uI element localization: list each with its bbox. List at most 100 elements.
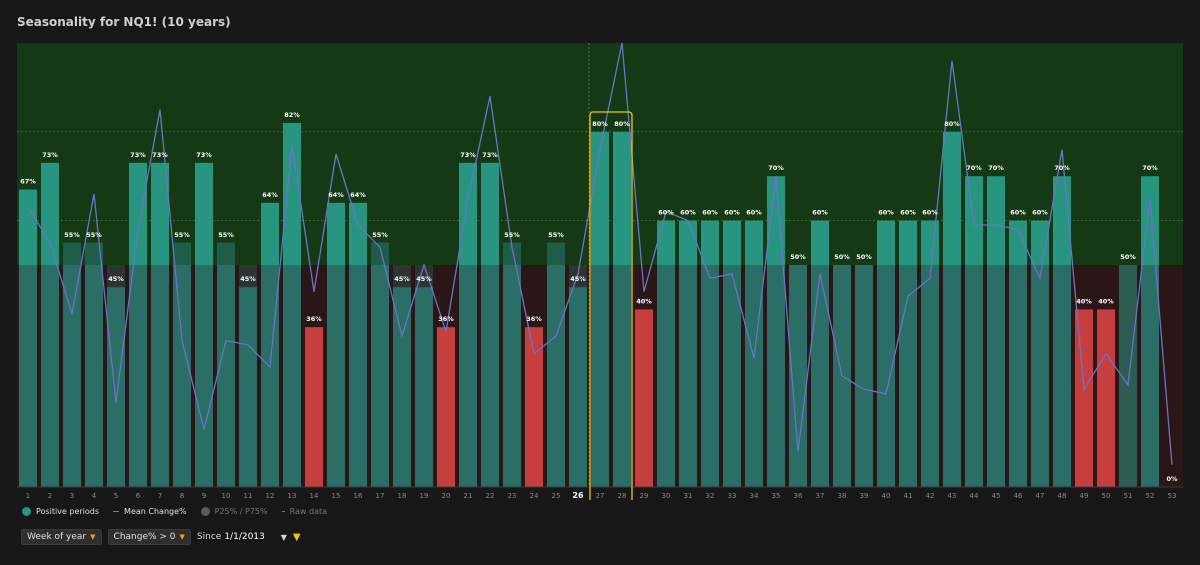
bar-lower-shade bbox=[414, 265, 434, 487]
x-tick-label: 5 bbox=[114, 492, 118, 500]
caret-down-icon[interactable]: ▼ bbox=[280, 532, 287, 542]
x-tick-label: 41 bbox=[904, 492, 913, 500]
filter-select[interactable]: Change% > 0 ▼ bbox=[107, 529, 191, 545]
mean-change-line bbox=[27, 42, 1173, 465]
bar-lower-shade bbox=[854, 265, 874, 487]
since-value: 1/1/2013 bbox=[224, 532, 265, 542]
bar-lower-shade bbox=[744, 265, 764, 487]
legend-raw-label: Raw data bbox=[289, 507, 328, 516]
bar-week-49 bbox=[1074, 309, 1094, 487]
x-tick-label: 25 bbox=[552, 492, 561, 500]
x-tick-label: 2 bbox=[48, 492, 52, 500]
since-field[interactable]: Since 1/1/2013 bbox=[197, 532, 265, 542]
x-tick-label: 21 bbox=[464, 492, 473, 500]
bar-label: 45% bbox=[108, 275, 124, 283]
legend-raw[interactable]: Raw data bbox=[281, 507, 328, 516]
percentile-dot-icon bbox=[200, 507, 210, 516]
x-axis: 1 2 3 4 5 6 7 8 9 10 11 12 13 14 15 16 17 18 19 20 21 22 23 24 2… bbox=[17, 486, 1183, 500]
x-tick-label: 37 bbox=[816, 492, 825, 500]
x-tick-label: 9 bbox=[202, 492, 206, 500]
x-tick-label: 29 bbox=[640, 492, 649, 500]
bar-label: 64% bbox=[262, 191, 278, 199]
bar-lower-shade bbox=[898, 265, 918, 487]
bar-label: 50% bbox=[834, 253, 850, 261]
bar-dim-overlay bbox=[502, 242, 522, 265]
bar-week-50 bbox=[1096, 309, 1116, 487]
bar-lower-shade bbox=[128, 265, 148, 487]
legend-positive[interactable]: Positive periods bbox=[22, 507, 99, 516]
bar-label: 70% bbox=[988, 164, 1004, 172]
legend-pct-label: P25% / P75% bbox=[214, 507, 268, 516]
funnel-filter-icon[interactable]: ▼ bbox=[292, 531, 301, 543]
period-select[interactable]: Week of year ▼ bbox=[21, 529, 102, 545]
bar-lower-shade bbox=[568, 265, 588, 487]
legend-mean[interactable]: Mean Change% bbox=[113, 507, 187, 516]
bar-label: 40% bbox=[1076, 297, 1092, 305]
x-tick-label: 15 bbox=[332, 492, 341, 500]
bar-label: 73% bbox=[42, 151, 58, 159]
bar-label: 73% bbox=[482, 151, 498, 159]
bar-label: 60% bbox=[900, 209, 916, 217]
bar-label: 80% bbox=[944, 120, 960, 128]
x-tick-label: 47 bbox=[1036, 492, 1045, 500]
bar-label: 80% bbox=[592, 120, 608, 128]
bar-lower-shade bbox=[1052, 265, 1072, 487]
bar-lower-shade bbox=[106, 265, 126, 487]
bar-lower-shade bbox=[590, 265, 610, 487]
bar-lower-shade bbox=[942, 265, 962, 487]
x-tick-label: 10 bbox=[222, 492, 231, 500]
bar-label: 70% bbox=[1054, 164, 1070, 172]
x-tick-label: 39 bbox=[860, 492, 869, 500]
bar-lower-shade bbox=[788, 265, 808, 487]
bar-label: 60% bbox=[746, 209, 762, 217]
bar-dim-overlay bbox=[546, 242, 566, 265]
bar-label: 60% bbox=[1010, 209, 1026, 217]
bar-lower-shade bbox=[656, 265, 676, 487]
bar-lower-shade bbox=[40, 265, 60, 487]
bar-label: 70% bbox=[1142, 164, 1158, 172]
x-tick-label: 50 bbox=[1102, 492, 1111, 500]
chevron-down-icon: ▼ bbox=[90, 533, 96, 541]
bar-label: 67% bbox=[20, 178, 36, 186]
bar-lower-shade bbox=[84, 265, 104, 487]
bar-label: 60% bbox=[658, 209, 674, 217]
x-tick-label: 42 bbox=[926, 492, 935, 500]
bar-label: 73% bbox=[460, 151, 476, 159]
bar-label: 70% bbox=[966, 164, 982, 172]
x-tick-label: 20 bbox=[442, 492, 451, 500]
legend-percentiles[interactable]: P25% / P75% bbox=[200, 507, 268, 516]
bar-label: 60% bbox=[922, 209, 938, 217]
bar-lower-shade bbox=[612, 265, 632, 487]
x-tick-label: 48 bbox=[1058, 492, 1067, 500]
x-tick-label: 51 bbox=[1124, 492, 1133, 500]
bar-label: 60% bbox=[1032, 209, 1048, 217]
line-icon bbox=[113, 510, 120, 513]
bar-label: 45% bbox=[416, 275, 432, 283]
bar-label: 60% bbox=[812, 209, 828, 217]
bar-dim-overlay bbox=[216, 242, 236, 265]
x-tick-label: 8 bbox=[180, 492, 184, 500]
x-tick-label: 22 bbox=[486, 492, 495, 500]
bar-label: 36% bbox=[526, 315, 542, 323]
bar-label: 45% bbox=[570, 275, 586, 283]
bar-label: 0% bbox=[1166, 475, 1178, 483]
bar-lower-shade bbox=[150, 265, 170, 487]
x-tick-label: 52 bbox=[1146, 492, 1155, 500]
bar-label: 55% bbox=[86, 231, 102, 239]
x-tick-label: 17 bbox=[376, 492, 385, 500]
bar-label: 60% bbox=[878, 209, 894, 217]
x-tick-label: 23 bbox=[508, 492, 517, 500]
x-tick-label: 27 bbox=[596, 492, 605, 500]
bar-lower-shade bbox=[1030, 265, 1050, 487]
bar-lower-shade bbox=[876, 265, 896, 487]
bar-lower-shade bbox=[194, 265, 214, 487]
controls-bar: Week of year ▼ Change% > 0 ▼ Since 1/1/2… bbox=[21, 529, 301, 545]
bar-lower-shade bbox=[326, 265, 346, 487]
bar-dim-overlay bbox=[172, 242, 192, 265]
bar-lower-shade bbox=[1118, 265, 1138, 487]
bar-label: 50% bbox=[856, 253, 872, 261]
bar-label: 55% bbox=[372, 231, 388, 239]
bar-lower-shade bbox=[172, 265, 192, 487]
bar-lower-shade bbox=[1140, 265, 1160, 487]
bar-label: 50% bbox=[790, 253, 806, 261]
